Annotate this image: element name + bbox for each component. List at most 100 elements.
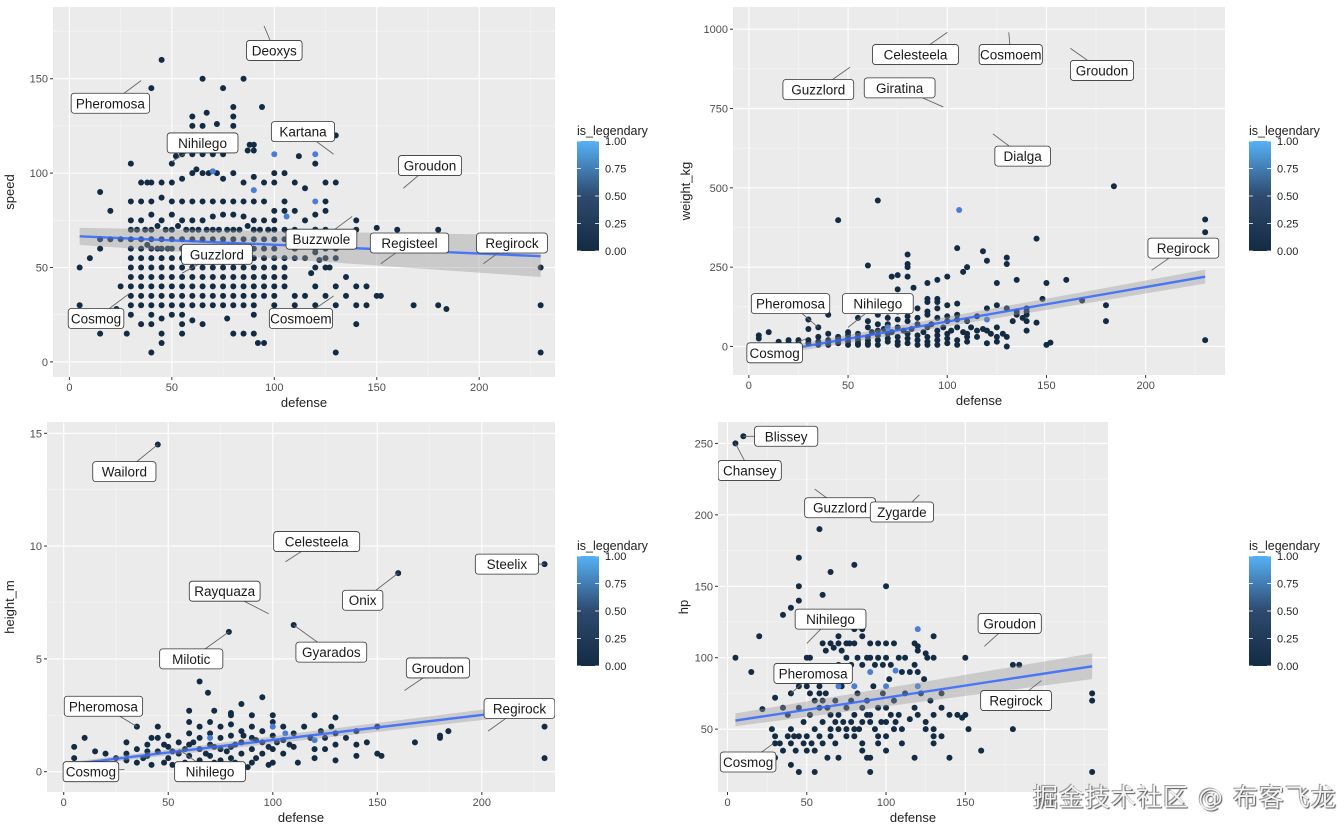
data-point xyxy=(189,302,196,309)
data-point xyxy=(1013,276,1020,283)
data-point xyxy=(161,759,168,766)
legendary-point xyxy=(283,213,290,220)
data-point xyxy=(209,292,216,299)
legendary-point xyxy=(835,683,842,690)
point-label-box xyxy=(474,553,539,575)
data-point xyxy=(343,292,350,299)
point-label: Cosmoem xyxy=(980,48,1042,63)
legendary-point xyxy=(956,207,963,214)
data-point xyxy=(895,654,902,661)
data-point xyxy=(317,728,324,735)
data-point xyxy=(924,338,931,345)
data-point xyxy=(859,633,866,640)
data-point xyxy=(133,759,140,766)
data-point xyxy=(964,264,971,271)
data-point xyxy=(158,302,165,309)
data-point xyxy=(874,327,881,334)
point-label: Groudon xyxy=(404,159,457,174)
data-point xyxy=(343,273,350,280)
data-point xyxy=(1089,690,1096,697)
legend-tick-label: 0.50 xyxy=(1277,191,1298,203)
data-point xyxy=(879,661,886,668)
y-axis-label: height_m xyxy=(2,580,17,633)
data-point xyxy=(772,740,779,747)
point-label: Nihilego xyxy=(186,765,235,780)
data-point xyxy=(179,321,186,328)
data-point xyxy=(363,283,370,290)
x-tick-label: 100 xyxy=(265,382,283,394)
data-point xyxy=(138,292,145,299)
legend-colorbar xyxy=(577,556,599,666)
data-point xyxy=(199,292,206,299)
data-point xyxy=(835,726,842,733)
data-point xyxy=(123,750,130,757)
data-point xyxy=(1202,337,1209,344)
legend-tick-label: 1.00 xyxy=(605,551,626,563)
data-point xyxy=(816,733,823,740)
data-point xyxy=(179,311,186,318)
data-point xyxy=(189,198,196,205)
data-point xyxy=(265,761,272,768)
data-point xyxy=(870,683,877,690)
data-point xyxy=(97,245,104,252)
data-point xyxy=(904,251,911,258)
data-point xyxy=(332,302,339,309)
data-point xyxy=(248,759,255,766)
data-point xyxy=(867,769,874,775)
data-point xyxy=(922,719,929,725)
data-point xyxy=(934,341,941,348)
data-point xyxy=(867,754,874,761)
data-point xyxy=(808,740,815,747)
point-label: Guzzlord xyxy=(791,82,845,97)
data-point xyxy=(795,769,802,775)
data-point xyxy=(220,175,227,182)
data-point xyxy=(353,752,360,759)
data-point xyxy=(934,327,941,334)
data-point xyxy=(230,113,237,120)
y-tick-label: 500 xyxy=(710,183,728,195)
data-point xyxy=(196,723,203,730)
data-point xyxy=(322,734,329,741)
data-point xyxy=(904,273,911,280)
data-point xyxy=(248,746,255,753)
data-point xyxy=(827,711,834,718)
data-point xyxy=(780,611,786,618)
data-point xyxy=(962,711,969,718)
data-point xyxy=(911,704,918,711)
point-label-box xyxy=(295,641,368,663)
data-point xyxy=(377,292,384,299)
point-label: Wailord xyxy=(102,465,147,480)
data-point xyxy=(922,726,929,733)
data-point xyxy=(755,335,762,342)
point-label-box xyxy=(869,501,934,523)
data-point xyxy=(179,302,186,309)
data-point xyxy=(342,734,349,741)
data-point xyxy=(871,661,878,668)
data-point xyxy=(158,245,165,252)
data-point xyxy=(938,690,945,697)
data-point xyxy=(934,305,941,312)
x-tick-label: 200 xyxy=(473,797,491,809)
legendary-point xyxy=(207,734,214,741)
data-point xyxy=(127,273,134,280)
data-point xyxy=(199,198,206,205)
data-point xyxy=(322,198,329,205)
data-point xyxy=(220,211,227,218)
data-point xyxy=(851,561,858,568)
x-tick-label: 0 xyxy=(66,382,72,394)
data-point xyxy=(930,633,937,640)
data-point xyxy=(772,733,779,740)
legendary-point xyxy=(914,626,921,633)
data-point xyxy=(541,723,548,730)
data-point xyxy=(948,327,955,334)
point-label: Nihilego xyxy=(853,297,902,312)
point-label: Regirock xyxy=(485,236,539,251)
data-point xyxy=(230,283,237,290)
data-point xyxy=(780,704,786,711)
data-point xyxy=(168,264,175,271)
data-point xyxy=(921,676,928,683)
data-point xyxy=(312,283,319,290)
data-point xyxy=(892,719,899,725)
data-point xyxy=(209,264,216,271)
